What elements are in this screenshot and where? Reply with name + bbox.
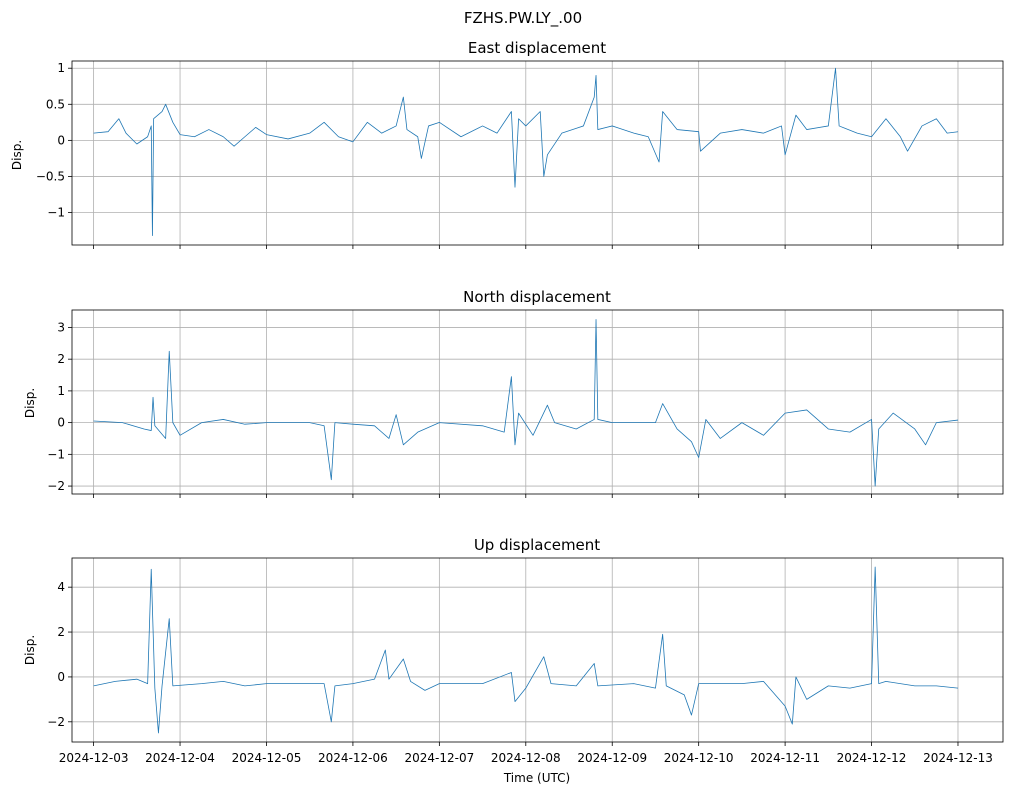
north-title: North displacement [463, 288, 611, 306]
up-ytick-label-2: 2 [57, 625, 65, 639]
east-ytick-label-0: −1 [47, 206, 65, 220]
east-panel: East displacement Disp. −1 −0.5 0 0.5 1 [10, 39, 1004, 249]
north-ytick-label-3: 1 [57, 384, 65, 398]
north-ylabel: Disp. [23, 388, 37, 418]
up-ytick-label-3: 4 [57, 580, 65, 594]
north-ytick-label-0: −2 [47, 479, 65, 493]
up-xtick-label-8: 2024-12-11 [750, 751, 820, 765]
up-panel: Up displacement Disp. −2 0 2 4 2024-12-03 202… [23, 536, 1004, 765]
north-panel: North displacement Disp. −2 −1 0 1 2 3 [23, 288, 1004, 498]
east-axes-frame [71, 60, 1004, 246]
up-xtick-label-4: 2024-12-07 [404, 751, 474, 765]
north-ytick-label-5: 3 [57, 320, 65, 334]
up-ytick-label-1: 0 [57, 670, 65, 684]
east-ytick-label-2: 0 [57, 133, 65, 147]
north-ytick-label-4: 2 [57, 352, 65, 366]
up-xtick-label-0: 2024-12-03 [59, 751, 129, 765]
east-series-line [93, 67, 959, 237]
north-series-line [93, 319, 959, 487]
up-ylabel: Disp. [23, 635, 37, 665]
east-title: East displacement [468, 39, 606, 57]
east-ylabel: Disp. [10, 140, 24, 170]
up-xtick-label-3: 2024-12-06 [318, 751, 388, 765]
up-axes-frame [71, 557, 1004, 743]
north-ytick-label-1: −1 [47, 447, 65, 461]
up-ytick-label-0: −2 [47, 715, 65, 729]
up-xtick-label-9: 2024-12-12 [837, 751, 907, 765]
up-xtick-label-6: 2024-12-09 [577, 751, 647, 765]
up-xtick-label-10: 2024-12-13 [923, 751, 993, 765]
up-xtick-label-5: 2024-12-08 [491, 751, 561, 765]
east-ytick-label-3: 0.5 [46, 97, 65, 111]
north-axes-frame [71, 309, 1004, 495]
north-ytick-label-2: 0 [57, 416, 65, 430]
up-xtick-label-7: 2024-12-10 [664, 751, 734, 765]
east-ytick-label-1: −0.5 [36, 169, 65, 183]
up-xtick-label-2: 2024-12-05 [232, 751, 302, 765]
figure-suptitle: FZHS.PW.LY_.00 [464, 9, 582, 28]
east-ytick-label-4: 1 [57, 61, 65, 75]
up-xtick-label-1: 2024-12-04 [145, 751, 215, 765]
up-series-line [93, 566, 959, 734]
x-axis-label: Time (UTC) [503, 771, 570, 785]
up-title: Up displacement [474, 536, 600, 554]
